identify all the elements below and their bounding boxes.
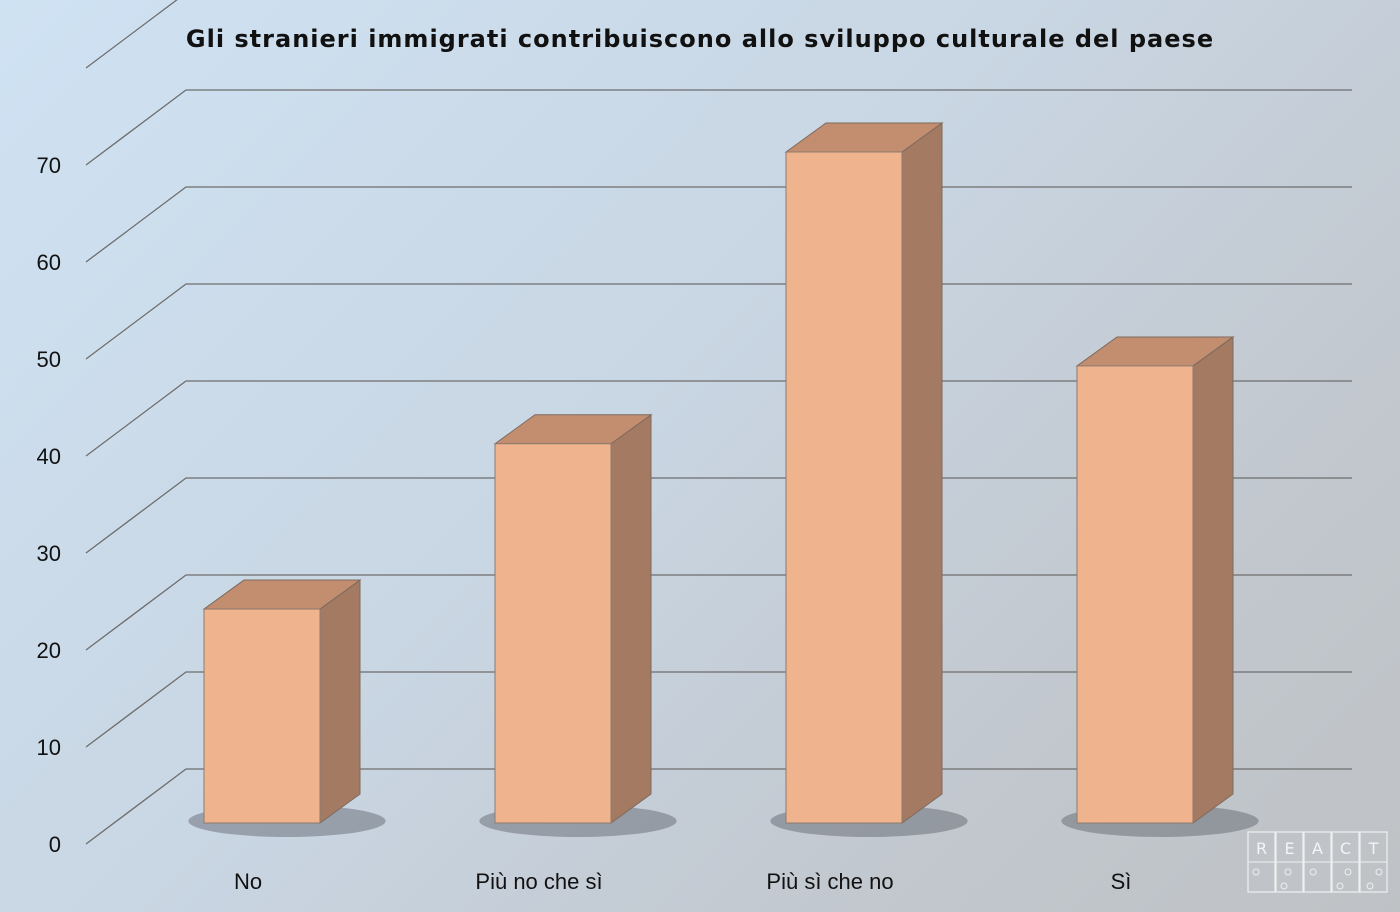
bar-side [901,122,943,824]
gridline [85,186,1352,263]
gridline [85,0,178,69]
x-category-label: Più no che sì [475,869,602,894]
y-tick-label: 30 [37,541,61,566]
gridline [85,768,1352,845]
y-tick-label: 50 [37,347,61,372]
gridline [85,89,1352,166]
bar-front [785,151,903,824]
bar [479,413,677,837]
bar-front [1076,365,1194,824]
bar-side [610,413,652,824]
y-tick-label: 70 [37,153,61,178]
y-tick-label: 0 [49,832,61,857]
y-axis-ticks: 0 10 20 30 40 50 60 70 [37,153,61,857]
gridline [85,283,1352,360]
y-tick-label: 10 [37,735,61,760]
logo-letter-c: C [1340,839,1351,858]
bar-front [203,608,321,824]
x-category-label: Più sì che no [766,869,893,894]
logo-letter-a: A [1312,839,1323,858]
bar-front [494,443,612,824]
y-tick-label: 60 [37,250,61,275]
bar [188,579,386,837]
bars [188,122,1259,837]
chart-title: Gli stranieri immigrati contribuiscono a… [186,25,1214,53]
bar-side [319,579,361,824]
bar [770,122,968,837]
logo-letter-r: R [1256,839,1267,858]
y-tick-label: 20 [37,638,61,663]
y-tick-label: 40 [37,444,61,469]
x-category-label: No [234,869,262,894]
logo-letter-t: T [1368,839,1379,858]
gridline [85,671,1352,748]
react-logo: R E A C T [1247,831,1388,893]
bar-side [1192,335,1234,824]
gridline [85,380,1352,457]
bar [1061,335,1259,837]
gridlines [85,0,1352,845]
gridline [85,477,1352,554]
logo-letter-e: E [1284,839,1294,858]
x-category-label: Sì [1111,869,1132,894]
gridline [85,574,1352,651]
x-axis-labels: No Più no che sì Più sì che no Sì [234,869,1131,894]
